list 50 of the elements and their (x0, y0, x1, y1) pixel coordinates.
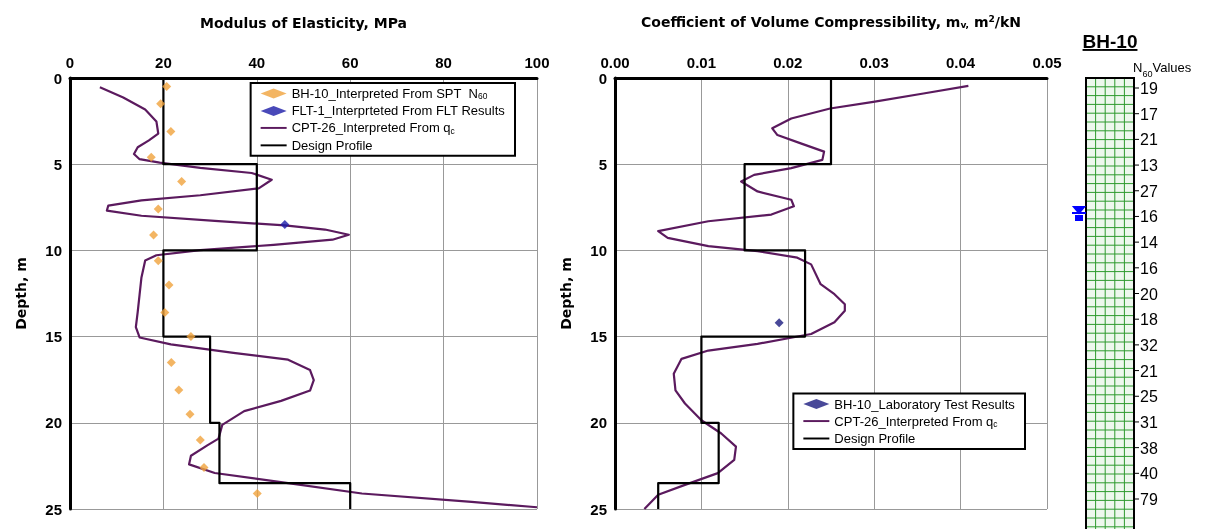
x-axis-title: Modulus of Elasticity, MPa (199, 15, 408, 31)
y-axis-title: Depth, m (13, 257, 29, 330)
y-tick-label: 15 (45, 328, 62, 346)
y-tick-label: 20 (590, 414, 607, 432)
text: 32 (1140, 336, 1158, 354)
y-tick-label: 20 (45, 414, 62, 432)
text: BH-10 (1082, 31, 1138, 52)
text: 31 (1140, 413, 1158, 431)
text: 20 (1140, 285, 1158, 303)
y-tick-label: 15 (590, 328, 607, 346)
text: 19 (1140, 80, 1158, 97)
x-tick-label: 0.05 (1032, 54, 1062, 71)
x-tick-label: 0.00 (600, 54, 630, 71)
text: 21 (1140, 362, 1158, 380)
text: 16 (1140, 208, 1158, 226)
y-axis-title: Depth, m (558, 257, 574, 330)
x-tick-label: 80 (435, 54, 452, 71)
x-tick-label: 0.04 (946, 54, 976, 71)
legend-label: FLT-1_Interprteted From FLT Results (291, 103, 506, 119)
y-tick-label: 0 (598, 69, 607, 87)
legend-label: Design Profile (834, 431, 916, 446)
y-tick-label: 25 (45, 500, 62, 518)
x-tick-label: 20 (155, 54, 172, 71)
y-tick-label: 5 (598, 155, 607, 173)
x-tick-label: 0.03 (859, 54, 889, 71)
text: 21 (1140, 131, 1158, 149)
text: 13 (1140, 157, 1158, 175)
x-tick-label: 40 (248, 54, 266, 71)
text: 27 (1140, 182, 1158, 200)
text: 14 (1140, 234, 1158, 252)
text: 40 (1140, 465, 1158, 483)
x-tick-label: 0.02 (773, 54, 803, 71)
text: 79 (1140, 491, 1158, 508)
text: 38 (1140, 439, 1158, 457)
y-tick-label: 5 (53, 155, 62, 173)
legend-label: BH-10_Laboratory Test Results (834, 396, 1016, 412)
text: 18 (1140, 311, 1158, 329)
text: 17 (1140, 105, 1158, 123)
y-tick-label: 25 (590, 500, 607, 518)
y-tick-label: 10 (590, 241, 607, 259)
text: N$_{60}$Values (1133, 60, 1192, 79)
x-tick-label: 0 (65, 54, 75, 71)
y-tick-label: 10 (45, 241, 62, 259)
x-tick-label: 60 (341, 54, 359, 71)
legend-label: Design Profile (291, 137, 373, 153)
text: 16 (1140, 259, 1158, 277)
x-tick-label: 0.01 (686, 54, 716, 71)
text: 25 (1140, 388, 1158, 406)
y-tick-label: 0 (53, 69, 62, 87)
x-tick-label: 100 (524, 54, 550, 71)
